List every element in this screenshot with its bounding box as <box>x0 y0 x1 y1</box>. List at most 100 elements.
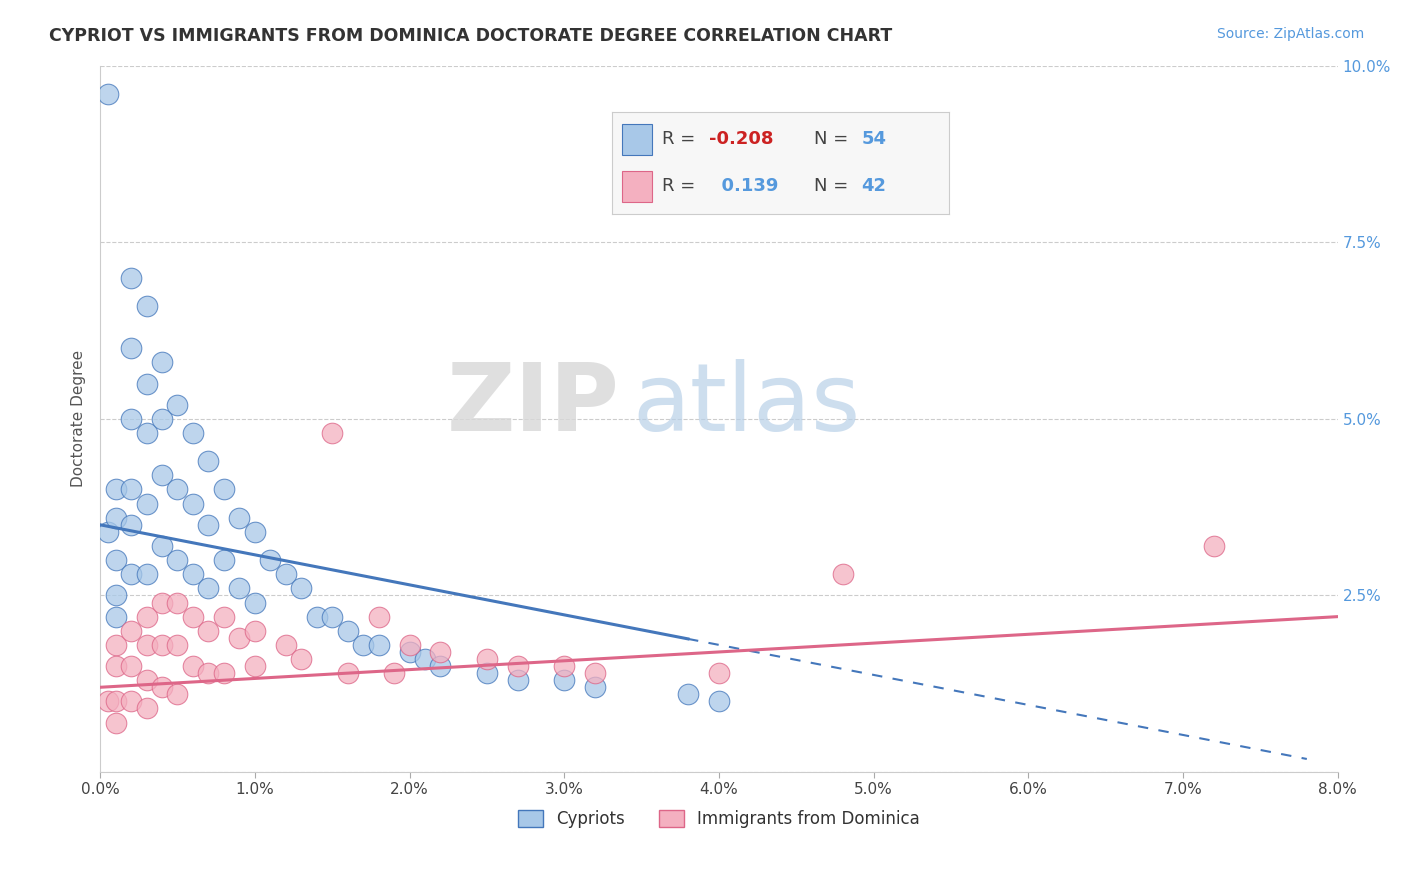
Point <box>228 582 250 596</box>
Text: -0.208: -0.208 <box>710 130 773 148</box>
Point <box>553 659 575 673</box>
Point <box>290 652 312 666</box>
Text: ZIP: ZIP <box>447 359 620 450</box>
Point <box>707 666 730 681</box>
Point <box>212 553 235 567</box>
Point <box>104 694 127 708</box>
Point <box>321 425 343 440</box>
Point <box>197 624 219 638</box>
Point <box>259 553 281 567</box>
Point <box>150 638 173 652</box>
Text: Source: ZipAtlas.com: Source: ZipAtlas.com <box>1216 27 1364 41</box>
Point <box>553 673 575 688</box>
Point <box>135 567 157 582</box>
Point <box>181 497 204 511</box>
Point <box>398 638 420 652</box>
Point <box>197 582 219 596</box>
Point <box>104 715 127 730</box>
Point <box>181 609 204 624</box>
Point <box>120 517 142 532</box>
Point <box>166 553 188 567</box>
Point <box>475 666 498 681</box>
Point <box>336 666 359 681</box>
Point <box>150 355 173 369</box>
Point <box>506 659 529 673</box>
Point <box>367 638 389 652</box>
Point <box>197 517 219 532</box>
Point <box>367 609 389 624</box>
Text: CYPRIOT VS IMMIGRANTS FROM DOMINICA DOCTORATE DEGREE CORRELATION CHART: CYPRIOT VS IMMIGRANTS FROM DOMINICA DOCT… <box>49 27 893 45</box>
Point <box>274 638 297 652</box>
Text: 0.139: 0.139 <box>710 178 779 195</box>
Point <box>150 595 173 609</box>
Point <box>243 595 266 609</box>
Point <box>413 652 436 666</box>
Text: R =: R = <box>662 178 702 195</box>
Point <box>831 567 853 582</box>
Point <box>150 468 173 483</box>
Point <box>104 553 127 567</box>
Point <box>120 659 142 673</box>
Point <box>429 659 451 673</box>
Point <box>243 624 266 638</box>
Point <box>166 687 188 701</box>
Point <box>120 412 142 426</box>
Text: 54: 54 <box>862 130 886 148</box>
Text: atlas: atlas <box>633 359 860 450</box>
Point <box>429 645 451 659</box>
Point <box>583 680 606 694</box>
Point <box>336 624 359 638</box>
Point <box>197 666 219 681</box>
Point <box>135 638 157 652</box>
Point <box>120 567 142 582</box>
Point <box>181 659 204 673</box>
Point <box>104 609 127 624</box>
Point <box>120 341 142 355</box>
Point <box>274 567 297 582</box>
Point <box>104 483 127 497</box>
Point <box>475 652 498 666</box>
Point <box>135 609 157 624</box>
Point <box>243 524 266 539</box>
Point <box>104 638 127 652</box>
Point <box>135 376 157 391</box>
Point <box>506 673 529 688</box>
Point <box>135 701 157 715</box>
Point <box>181 567 204 582</box>
Point <box>97 524 120 539</box>
Point <box>166 398 188 412</box>
Point <box>228 631 250 645</box>
Point <box>321 609 343 624</box>
Point <box>120 624 142 638</box>
Bar <box>621 124 652 154</box>
Point <box>707 694 730 708</box>
Legend: Cypriots, Immigrants from Dominica: Cypriots, Immigrants from Dominica <box>512 803 927 834</box>
Point <box>305 609 328 624</box>
Point <box>212 483 235 497</box>
Point <box>398 645 420 659</box>
Text: 42: 42 <box>862 178 886 195</box>
Point <box>212 609 235 624</box>
Point <box>197 454 219 468</box>
Point <box>583 666 606 681</box>
Point <box>352 638 374 652</box>
Point <box>1202 539 1225 553</box>
Bar <box>621 171 652 202</box>
Point <box>97 87 120 101</box>
Point <box>120 270 142 285</box>
Point <box>212 666 235 681</box>
Point <box>104 510 127 524</box>
Point <box>135 299 157 313</box>
Point <box>166 638 188 652</box>
Point <box>243 659 266 673</box>
Text: N =: N = <box>814 130 853 148</box>
Text: N =: N = <box>814 178 853 195</box>
Point <box>120 694 142 708</box>
Point <box>104 659 127 673</box>
Point <box>97 694 120 708</box>
Point <box>135 497 157 511</box>
Point <box>135 673 157 688</box>
Point <box>104 589 127 603</box>
Point <box>228 510 250 524</box>
Point <box>166 595 188 609</box>
